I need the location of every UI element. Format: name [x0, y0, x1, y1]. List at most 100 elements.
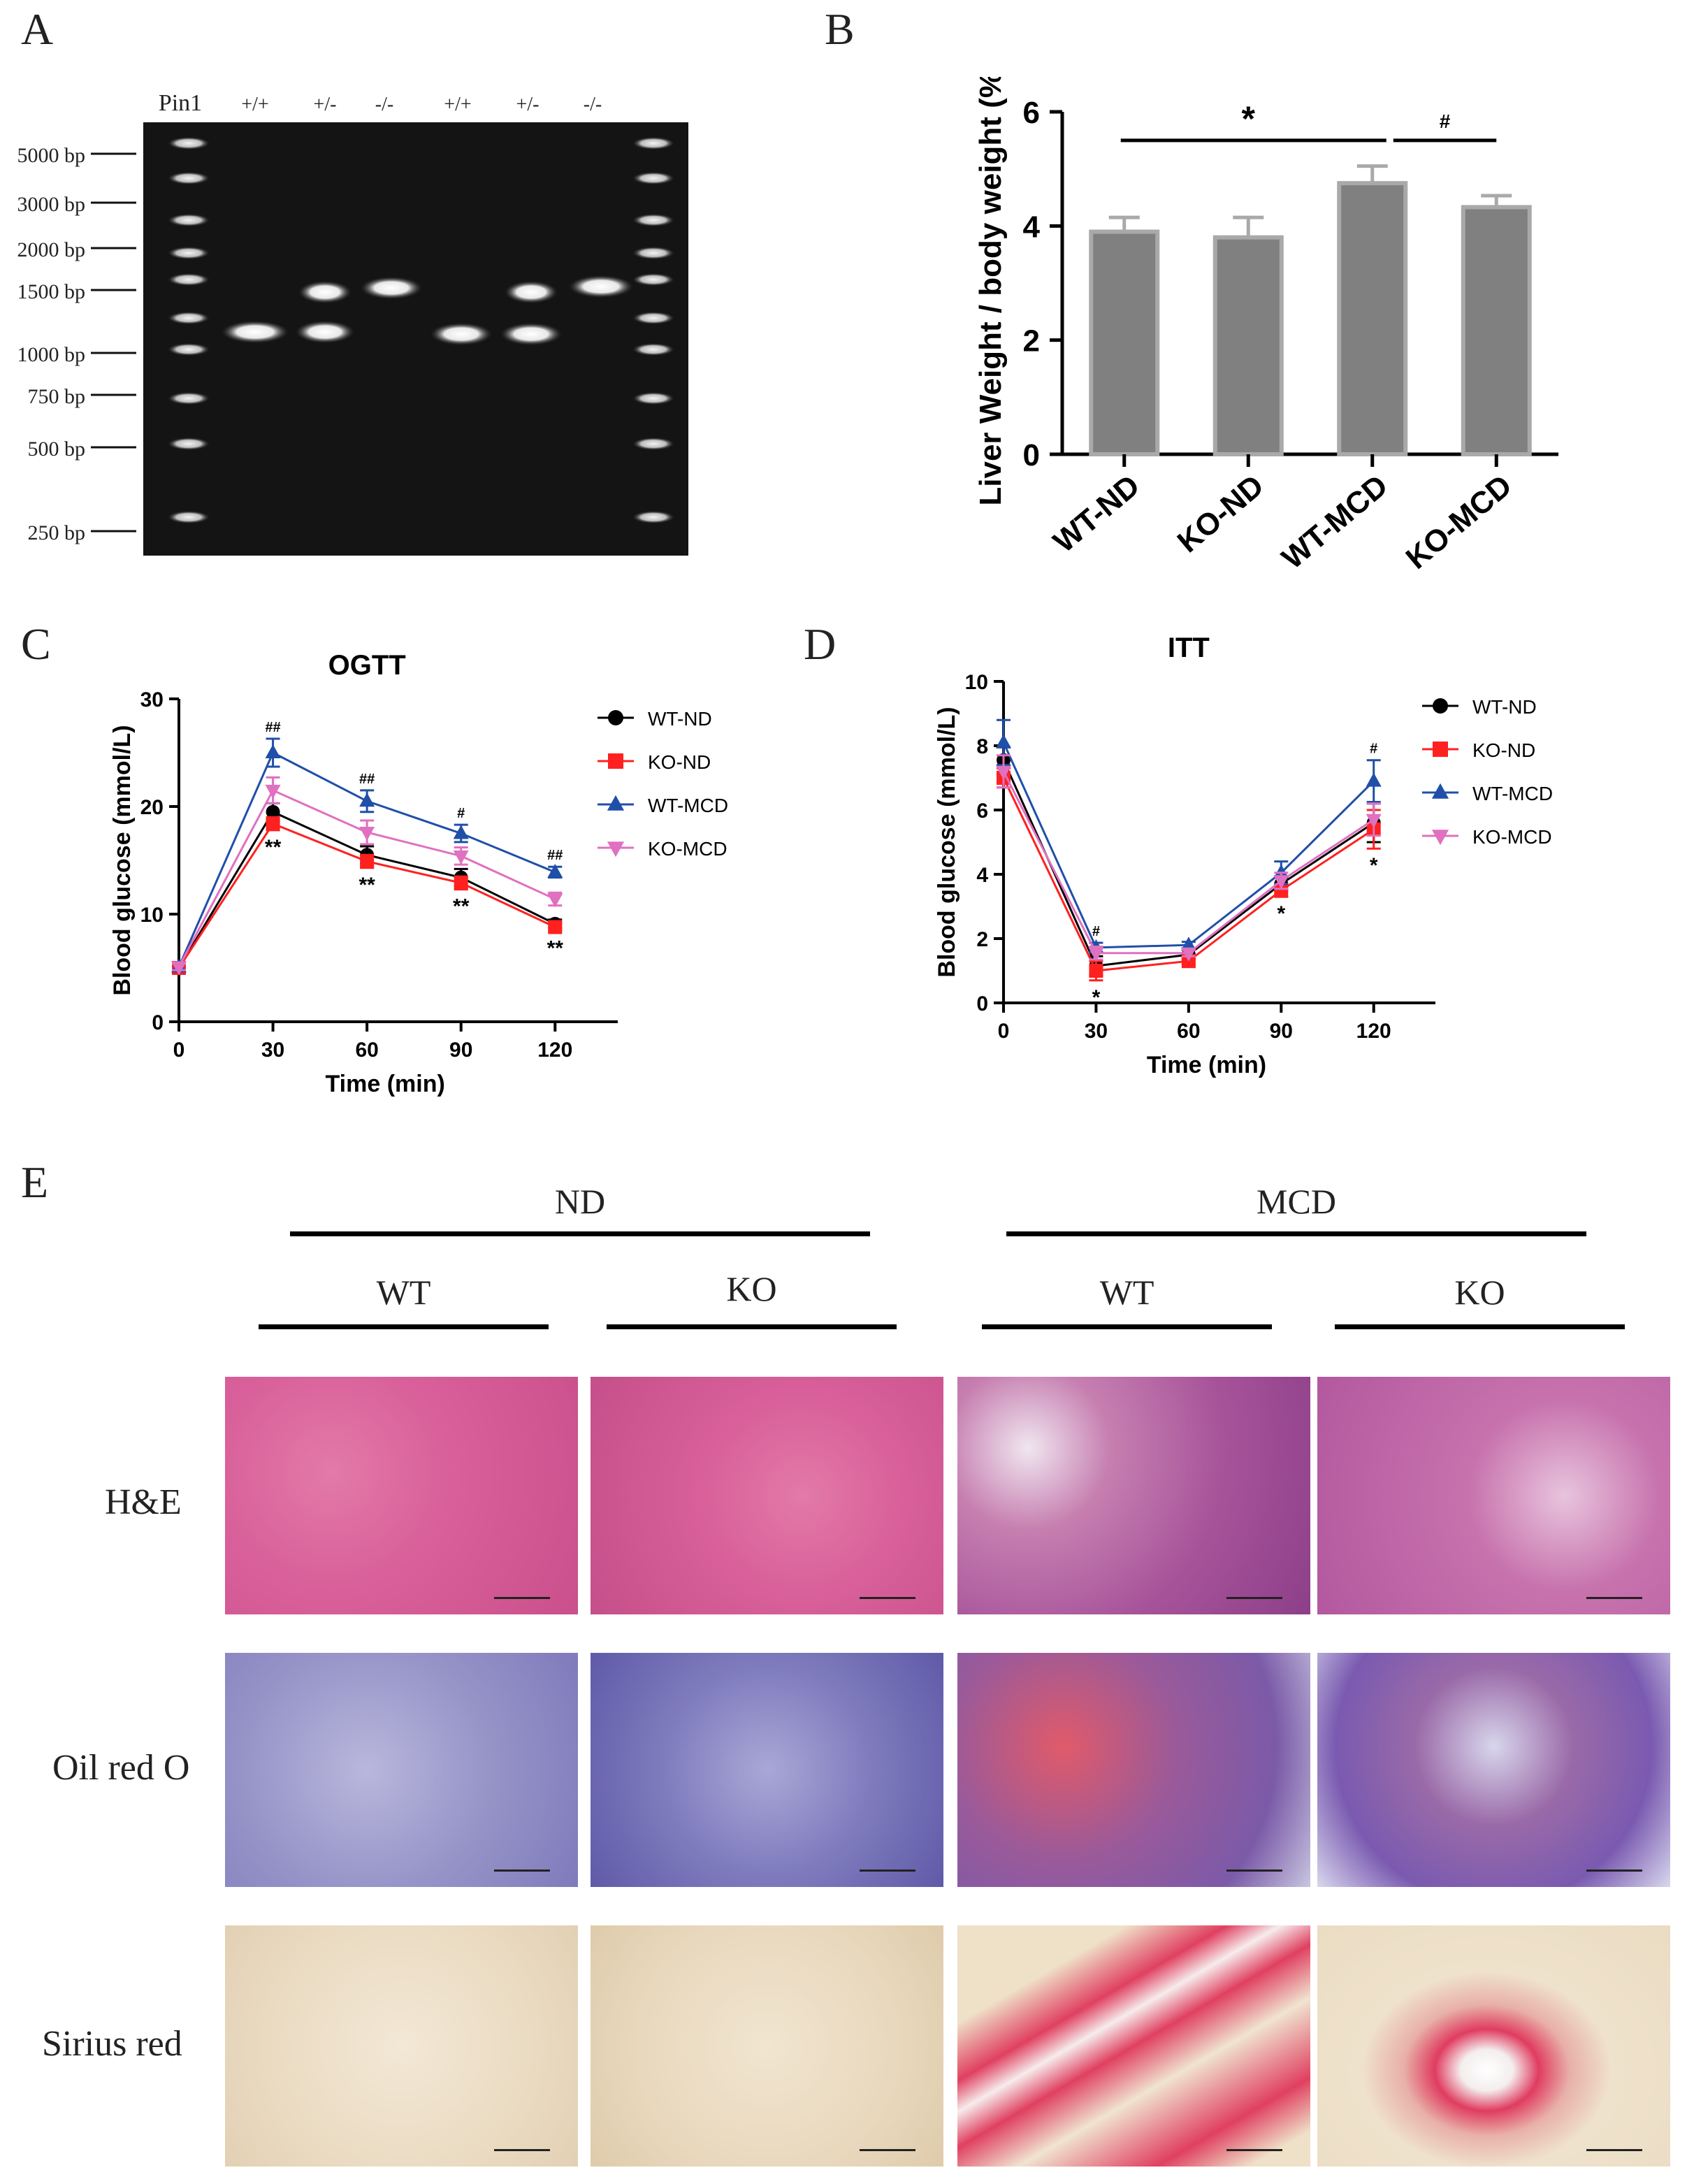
significance-label: *	[1277, 902, 1285, 925]
data-point	[1089, 964, 1103, 978]
data-point	[608, 710, 623, 725]
data-point	[607, 841, 625, 858]
y-tick-label: 10	[965, 671, 988, 694]
ladder-band	[168, 392, 210, 405]
micrograph-sirius-wt-nd	[225, 1925, 578, 2167]
ladder-band	[632, 312, 674, 324]
micrograph-oil-wt-nd	[225, 1653, 578, 1887]
bar	[1089, 229, 1160, 456]
scale-bar	[1226, 2149, 1282, 2151]
panel-letter-d: D	[804, 619, 837, 669]
micrograph-oil-ko-nd	[591, 1653, 943, 1887]
ladder-band	[632, 137, 674, 150]
y-tick-label: 4	[976, 864, 988, 887]
data-point	[1088, 947, 1104, 962]
bar	[1212, 235, 1284, 457]
x-tick-label: 0	[173, 1039, 185, 1062]
x-axis-label: Time (min)	[326, 1071, 445, 1097]
significance-label: ##	[265, 720, 280, 735]
ladder-band	[632, 214, 674, 226]
ladder-size-label: 500 bp	[28, 437, 86, 461]
y-axis-label: Liver Weight / body weight (%)	[973, 77, 1008, 506]
data-point	[1431, 783, 1449, 799]
data-point	[1274, 883, 1289, 897]
lane-label: Pin1	[159, 90, 202, 116]
ladder-size-label: 2000 bp	[17, 238, 86, 261]
ladder-band	[168, 511, 210, 523]
y-axis-label: Blood glucose (mmol/L)	[109, 725, 136, 995]
ladder-band	[168, 214, 210, 226]
micrograph-he-wt-nd	[225, 1377, 578, 1614]
panel-letter-b: B	[825, 4, 855, 54]
significance-label: ##	[547, 848, 563, 863]
header-wt-nd-line	[259, 1324, 549, 1329]
data-point	[266, 816, 280, 831]
data-point	[547, 893, 563, 908]
significance-label: **	[547, 937, 564, 960]
ladder-size-label: 250 bp	[28, 521, 86, 544]
lane-label: -/-	[375, 94, 393, 115]
y-tick-label: 30	[140, 688, 164, 711]
header-mcd-line	[1006, 1231, 1586, 1236]
data-point	[453, 825, 469, 839]
y-tick-label: 10	[140, 904, 164, 927]
ladder-band	[168, 137, 210, 150]
ladder-band	[632, 392, 674, 405]
gel-figure: 5000 bp 3000 bp 2000 bp 1500 bp 1000 bp 750 b…	[17, 90, 688, 556]
header-wt-mcd: WT	[1099, 1273, 1154, 1312]
ladder-band	[168, 437, 210, 450]
legend-label: KO-MCD	[648, 838, 727, 860]
series-line	[1002, 742, 1375, 949]
x-tick-label: WT-ND	[1047, 468, 1146, 559]
dna-band	[505, 281, 558, 303]
scale-bar	[494, 1870, 550, 1872]
dna-band	[361, 277, 422, 299]
bar	[1461, 205, 1532, 456]
ladder-band	[168, 172, 210, 185]
y-tick-label: 0	[1023, 438, 1040, 472]
y-tick-label: 0	[152, 1011, 164, 1034]
legend-label: WT-MCD	[1472, 783, 1553, 804]
x-tick-label: 60	[1177, 1020, 1200, 1043]
scale-bar	[860, 2149, 915, 2151]
significance-label: #	[1370, 742, 1377, 757]
data-point	[996, 734, 1011, 749]
stain-label-sirius-red: Sirius red	[42, 2024, 182, 2064]
data-point	[360, 854, 375, 869]
micrograph-oil-ko-mcd	[1317, 1653, 1670, 1887]
stain-label-he: H&E	[105, 1482, 182, 1522]
y-tick-label: 0	[976, 992, 988, 1015]
header-mcd: MCD	[1257, 1182, 1336, 1221]
ladder-band	[632, 247, 674, 259]
x-tick-label: 120	[537, 1039, 572, 1062]
scale-bar	[1226, 1870, 1282, 1872]
ladder-band	[168, 343, 210, 356]
stain-label-oil-red-o: Oil red O	[52, 1748, 190, 1788]
x-axis-label: Time (min)	[1147, 1052, 1266, 1078]
significance-label: #	[1092, 924, 1100, 939]
dna-band	[569, 275, 633, 298]
header-wt-nd: WT	[376, 1273, 431, 1312]
y-tick-label: 2	[976, 928, 988, 951]
lane-label: -/-	[584, 94, 602, 115]
bar-chart-liver-weight: 0 2 4 6 WT-ND KO-ND WT-MCD KO-MCD Liver Weight /…	[973, 77, 1558, 576]
ladder-band	[632, 437, 674, 450]
data-point	[1366, 772, 1382, 787]
panel-letter-e: E	[21, 1157, 49, 1207]
panel-letter-a: A	[21, 4, 54, 54]
y-tick-label: 8	[976, 735, 988, 758]
x-tick-label: 120	[1356, 1020, 1391, 1043]
dna-band	[430, 323, 492, 345]
micrograph-oil-wt-mcd	[957, 1653, 1310, 1887]
header-nd: ND	[554, 1182, 606, 1221]
ladder-size-label: 5000 bp	[17, 144, 86, 167]
data-point	[454, 876, 468, 890]
x-tick-label: 90	[1270, 1020, 1293, 1043]
legend-label: WT-ND	[1472, 696, 1537, 718]
data-point	[265, 784, 281, 799]
scale-bar	[494, 1597, 550, 1599]
header-wt-mcd-line	[982, 1324, 1272, 1329]
header-ko-mcd-line	[1335, 1324, 1625, 1329]
data-point	[359, 793, 375, 807]
data-point	[1433, 698, 1448, 714]
